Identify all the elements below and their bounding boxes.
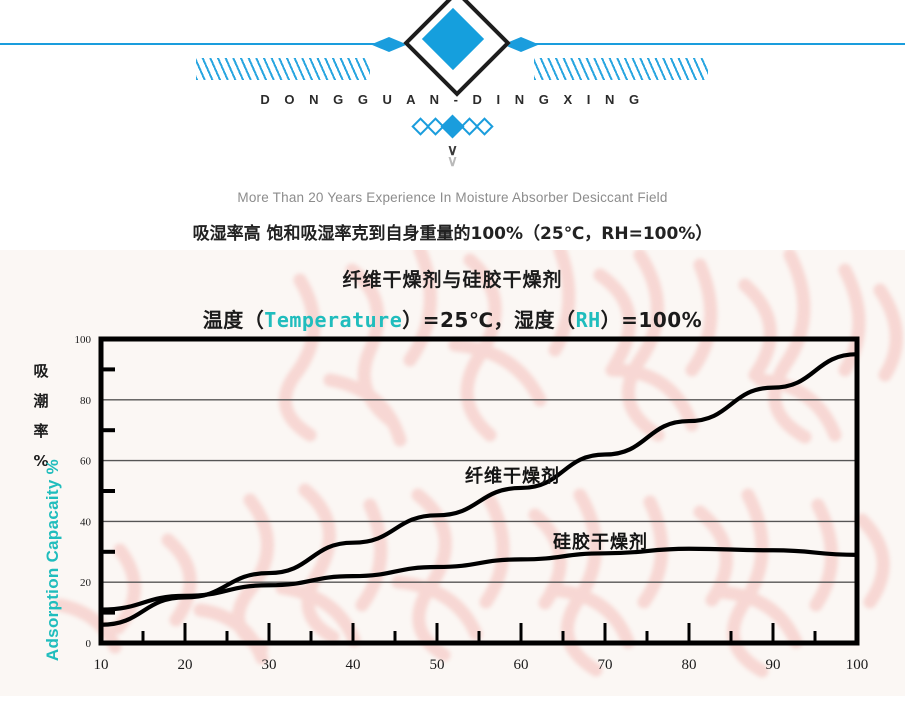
- chart-plot-frame: [98, 336, 860, 646]
- x-axis-tick-label: 30: [262, 657, 277, 673]
- lozenge-right-icon: [503, 37, 539, 52]
- chart-plot-area: 0 20 40 60 80 100 10 20 30 40 50 60 70 80 90 100: [75, 334, 869, 673]
- series-label-silica: 硅胶干燥剂: [553, 532, 648, 553]
- y-axis-tick-label: 20: [80, 577, 92, 589]
- series-line-fiber: [98, 352, 860, 627]
- y-axis-tick-label: 60: [80, 456, 92, 468]
- series-label-fiber: 纤维干燥剂: [465, 466, 560, 487]
- hatch-band-right-icon: [534, 58, 708, 80]
- panel-bottom-padding: [0, 696, 905, 724]
- hatch-band-left-icon: [196, 58, 370, 80]
- x-axis-tick-label: 20: [178, 657, 193, 673]
- x-axis-tick-label: 70: [598, 657, 613, 673]
- y-axis-label-chinese: 吸 潮 率 %: [28, 356, 54, 476]
- chevron-ornament: ∨ ∨: [0, 142, 905, 170]
- x-axis-tick-label: 10: [94, 657, 109, 673]
- y-axis-tick-label: 0: [86, 638, 92, 650]
- x-axis-tick-label: 50: [430, 657, 445, 673]
- tagline-chinese: 吸湿率高 饱和吸湿率克到自身重量的100%（25℃，RH=100%）: [192, 224, 713, 244]
- y-axis-tick-label: 80: [80, 395, 92, 407]
- y-axis-label-char: 吸: [33, 362, 49, 380]
- x-axis-tick-label: 90: [766, 657, 781, 673]
- y-axis-label-char: 率: [33, 422, 49, 440]
- chevron-down-icon: ∨: [447, 142, 458, 159]
- y-axis-label-char: 潮: [33, 392, 49, 410]
- x-axis-tick-label: 40: [346, 657, 361, 673]
- x-axis-tick-label: 100: [846, 657, 869, 673]
- x-axis-tick-labels: 10 20 30 40 50 60 70 80 90 100: [94, 657, 869, 673]
- x-axis-tick-label: 60: [514, 657, 529, 673]
- tagline-english: More Than 20 Years Experience In Moistur…: [237, 190, 668, 205]
- chart-panel: 纤维干燥剂与硅胶干燥剂 温度（Temperature）=25℃，湿度（RH）=1…: [0, 250, 905, 696]
- y-axis-tick-labels: 0 20 40 60 80 100: [75, 334, 92, 650]
- y-axis-tick-label: 100: [75, 334, 92, 346]
- x-axis-tick-label: 80: [682, 657, 697, 673]
- chevron-down-light-icon: ∨: [447, 153, 458, 170]
- chart-title: 纤维干燥剂与硅胶干燥剂: [342, 269, 563, 291]
- lozenge-left-icon: [371, 37, 407, 52]
- diamond-ornament-row: [0, 114, 905, 139]
- chart-subtitle: 温度（Temperature）=25℃，湿度（RH）=100%: [0, 304, 905, 333]
- series-line-silica: [98, 546, 860, 612]
- subtitle-pre: 温度（: [202, 308, 265, 332]
- subtitle-post: ）=100%: [600, 308, 703, 332]
- y-axis-label-char: %: [33, 452, 49, 470]
- subtitle-term-temperature: Temperature: [264, 308, 403, 332]
- subtitle-mid: ）=25℃，湿度（: [402, 308, 576, 332]
- y-axis-tick-label: 40: [80, 516, 92, 528]
- diamond-hollow-icon: [475, 117, 494, 136]
- chart-gridlines: [101, 399, 857, 583]
- brand-header: D O N G G U A N - D I N G X I N G ∨ ∨ Mo…: [0, 0, 905, 250]
- chart-series-lines: [98, 352, 860, 627]
- chart-axis-ticks: [99, 367, 859, 641]
- subtitle-term-rh: RH: [575, 308, 601, 332]
- brand-wordmark: D O N G G U A N - D I N G X I N G: [260, 92, 645, 107]
